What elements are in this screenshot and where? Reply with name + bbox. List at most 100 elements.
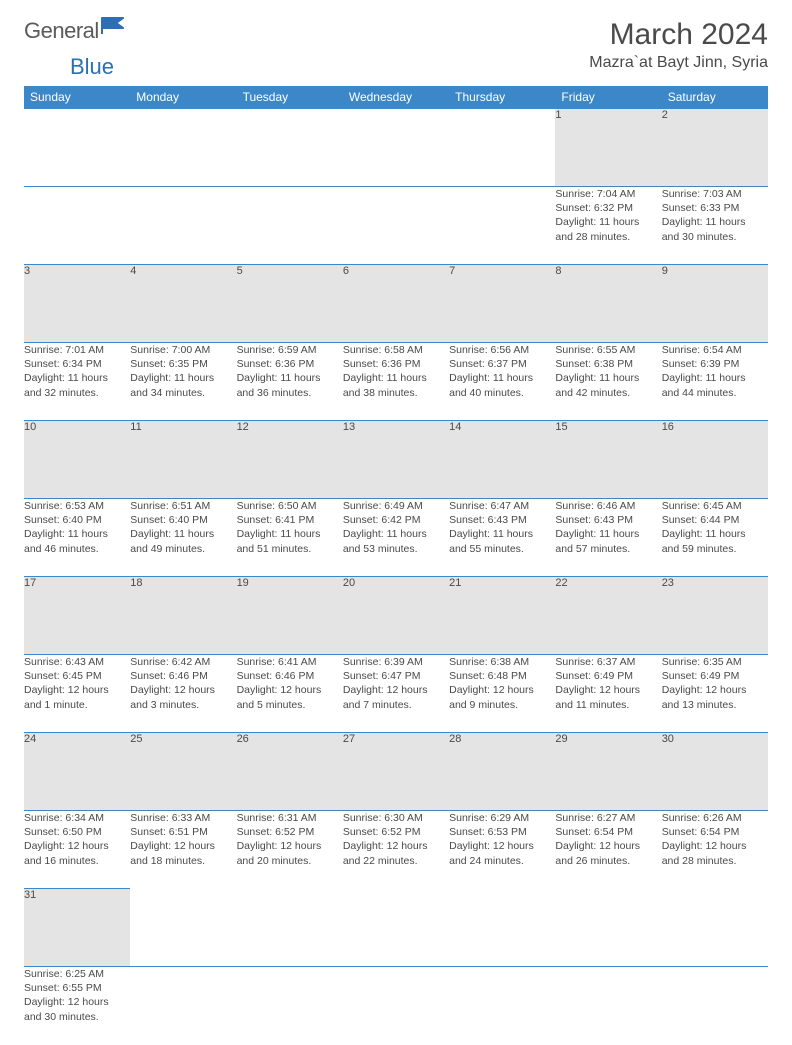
sunset-text: Sunset: 6:54 PM [662,825,768,839]
sunrise-text: Sunrise: 7:00 AM [130,343,236,357]
sunrise-text: Sunrise: 6:50 AM [237,499,343,513]
daylight-text: and 20 minutes. [237,854,343,868]
day-detail-cell: Sunrise: 6:45 AMSunset: 6:44 PMDaylight:… [662,499,768,577]
daylight-text: and 38 minutes. [343,386,449,400]
daylight-text: Daylight: 12 hours [662,839,768,853]
day-number-cell [237,889,343,967]
sunrise-text: Sunrise: 6:38 AM [449,655,555,669]
day-detail-row: Sunrise: 7:01 AMSunset: 6:34 PMDaylight:… [24,343,768,421]
day-number: 14 [449,421,461,433]
day-number: 20 [343,577,355,589]
daylight-text: Daylight: 12 hours [237,839,343,853]
sunrise-text: Sunrise: 6:55 AM [555,343,661,357]
sunset-text: Sunset: 6:46 PM [237,669,343,683]
daylight-text: and 7 minutes. [343,698,449,712]
sunrise-text: Sunrise: 6:31 AM [237,811,343,825]
sunset-text: Sunset: 6:54 PM [555,825,661,839]
day-detail-row: Sunrise: 6:25 AMSunset: 6:55 PMDaylight:… [24,967,768,1045]
day-number-row: 3456789 [24,265,768,343]
day-number-cell: 2 [662,109,768,187]
brand-part1: General [24,18,99,44]
daylight-text: and 55 minutes. [449,542,555,556]
sunrise-text: Sunrise: 7:04 AM [555,187,661,201]
daylight-text: and 59 minutes. [662,542,768,556]
sunset-text: Sunset: 6:49 PM [662,669,768,683]
sunrise-text: Sunrise: 6:43 AM [24,655,130,669]
day-number: 30 [662,733,674,745]
title-block: March 2024 Mazra`at Bayt Jinn, Syria [589,18,768,72]
sunrise-text: Sunrise: 6:34 AM [24,811,130,825]
day-number-cell: 7 [449,265,555,343]
daylight-text: Daylight: 11 hours [555,215,661,229]
calendar-body: 12Sunrise: 7:04 AMSunset: 6:32 PMDayligh… [24,109,768,1045]
day-detail-cell [237,187,343,265]
daylight-text: and 5 minutes. [237,698,343,712]
day-detail-cell: Sunrise: 6:39 AMSunset: 6:47 PMDaylight:… [343,655,449,733]
day-number: 9 [662,265,668,277]
weekday-header: Monday [130,86,236,109]
day-number-cell: 14 [449,421,555,499]
daylight-text: and 42 minutes. [555,386,661,400]
day-detail-row: Sunrise: 7:04 AMSunset: 6:32 PMDaylight:… [24,187,768,265]
day-detail-cell: Sunrise: 6:29 AMSunset: 6:53 PMDaylight:… [449,811,555,889]
weekday-header-row: SundayMondayTuesdayWednesdayThursdayFrid… [24,86,768,109]
day-number-cell: 23 [662,577,768,655]
daylight-text: and 22 minutes. [343,854,449,868]
day-detail-cell: Sunrise: 6:33 AMSunset: 6:51 PMDaylight:… [130,811,236,889]
daylight-text: Daylight: 12 hours [130,839,236,853]
day-detail-cell: Sunrise: 6:30 AMSunset: 6:52 PMDaylight:… [343,811,449,889]
daylight-text: Daylight: 11 hours [24,527,130,541]
daylight-text: Daylight: 12 hours [24,839,130,853]
day-number: 19 [237,577,249,589]
day-number: 28 [449,733,461,745]
day-number-cell: 17 [24,577,130,655]
daylight-text: and 46 minutes. [24,542,130,556]
sunset-text: Sunset: 6:33 PM [662,201,768,215]
day-number: 4 [130,265,136,277]
day-number: 6 [343,265,349,277]
day-number-cell: 22 [555,577,661,655]
day-number: 8 [555,265,561,277]
sunrise-text: Sunrise: 6:37 AM [555,655,661,669]
sunrise-text: Sunrise: 6:29 AM [449,811,555,825]
sunset-text: Sunset: 6:55 PM [24,981,130,995]
day-number-cell: 8 [555,265,661,343]
sunrise-text: Sunrise: 6:35 AM [662,655,768,669]
day-number-cell: 16 [662,421,768,499]
sunset-text: Sunset: 6:43 PM [555,513,661,527]
sunset-text: Sunset: 6:40 PM [24,513,130,527]
day-number: 2 [662,109,668,121]
daylight-text: Daylight: 11 hours [449,371,555,385]
location-subtitle: Mazra`at Bayt Jinn, Syria [589,54,768,72]
day-detail-cell: Sunrise: 7:03 AMSunset: 6:33 PMDaylight:… [662,187,768,265]
day-detail-cell [237,967,343,1045]
weekday-header: Saturday [662,86,768,109]
daylight-text: and 30 minutes. [662,230,768,244]
sunrise-text: Sunrise: 6:53 AM [24,499,130,513]
sunrise-text: Sunrise: 6:25 AM [24,967,130,981]
day-detail-cell: Sunrise: 6:56 AMSunset: 6:37 PMDaylight:… [449,343,555,421]
day-number-cell [449,109,555,187]
day-detail-cell: Sunrise: 6:53 AMSunset: 6:40 PMDaylight:… [24,499,130,577]
day-number: 31 [24,889,36,901]
day-number-cell [130,889,236,967]
day-detail-cell: Sunrise: 6:35 AMSunset: 6:49 PMDaylight:… [662,655,768,733]
daylight-text: Daylight: 12 hours [662,683,768,697]
sunrise-text: Sunrise: 6:42 AM [130,655,236,669]
daylight-text: Daylight: 12 hours [555,683,661,697]
daylight-text: and 1 minute. [24,698,130,712]
sunrise-text: Sunrise: 6:51 AM [130,499,236,513]
day-detail-cell: Sunrise: 6:51 AMSunset: 6:40 PMDaylight:… [130,499,236,577]
day-number-cell: 30 [662,733,768,811]
day-detail-cell: Sunrise: 6:34 AMSunset: 6:50 PMDaylight:… [24,811,130,889]
day-detail-cell: Sunrise: 7:01 AMSunset: 6:34 PMDaylight:… [24,343,130,421]
day-number: 25 [130,733,142,745]
daylight-text: and 28 minutes. [662,854,768,868]
day-number: 27 [343,733,355,745]
day-number-cell: 18 [130,577,236,655]
sunset-text: Sunset: 6:36 PM [237,357,343,371]
sunrise-text: Sunrise: 6:56 AM [449,343,555,357]
daylight-text: Daylight: 11 hours [130,371,236,385]
sunset-text: Sunset: 6:35 PM [130,357,236,371]
day-number: 22 [555,577,567,589]
